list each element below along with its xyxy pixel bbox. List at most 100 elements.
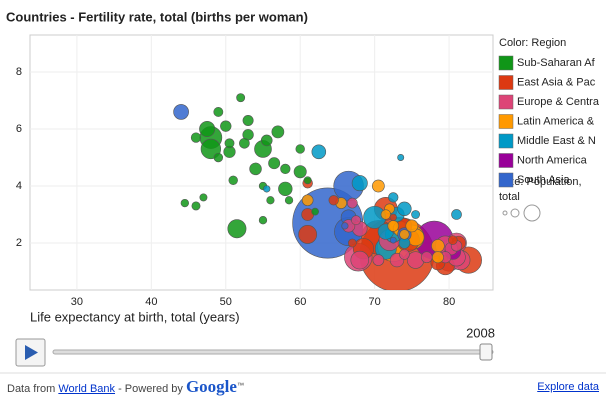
footer-text: - Powered by [118, 383, 183, 395]
legend-swatch [498, 114, 514, 129]
legend-label: North America [517, 154, 588, 166]
bubble [260, 134, 273, 147]
bubble [242, 114, 254, 126]
bubbles [173, 93, 482, 290]
bubble [263, 185, 271, 193]
bubble [191, 201, 201, 211]
bubble [350, 250, 370, 270]
x-tick-label: 70 [369, 296, 381, 308]
x-tick-label: 50 [220, 296, 232, 308]
bubble [298, 225, 318, 244]
bubble [420, 251, 433, 264]
bubble [239, 137, 250, 149]
bubble [295, 144, 305, 154]
bubble [278, 181, 293, 197]
bubble [199, 121, 216, 138]
bubble [224, 138, 235, 149]
bubble [258, 216, 268, 225]
size-legend-title: total [499, 191, 520, 203]
bubble [199, 193, 208, 202]
bubble [301, 194, 314, 207]
slider-thumb[interactable] [479, 343, 493, 361]
legend-swatch [498, 75, 514, 90]
bubble [448, 235, 458, 245]
bubble [280, 163, 291, 175]
y-tick-label: 8 [16, 66, 22, 78]
bubble [399, 229, 410, 240]
bubble [387, 220, 400, 232]
time-slider[interactable] [52, 349, 494, 355]
bubble [372, 179, 385, 193]
play-button[interactable] [15, 338, 46, 367]
bubble [411, 210, 420, 219]
bubble [406, 251, 425, 269]
year-label: 2008 [466, 325, 495, 340]
bubble [341, 222, 349, 230]
grid [30, 35, 493, 290]
bubble [372, 254, 385, 266]
bubble [451, 209, 462, 220]
bubble [213, 107, 224, 117]
bubble [236, 93, 246, 103]
legend-label: East Asia & Pac [517, 76, 596, 88]
legend-swatch [498, 133, 514, 149]
bubble [173, 104, 189, 120]
y-tick-label: 4 [16, 180, 22, 192]
trademark: ™ [236, 382, 244, 390]
brand-logo: Google [185, 377, 237, 396]
x-tick-label: 40 [145, 296, 157, 308]
bubble [303, 176, 312, 185]
legend-swatch [498, 94, 514, 110]
source-link[interactable]: World Bank [58, 383, 116, 395]
bubble [271, 125, 285, 139]
explore-link[interactable]: Explore data [537, 381, 599, 393]
bubble [284, 196, 294, 205]
bubble [328, 195, 339, 206]
bubble [180, 198, 189, 208]
footer: Data from World Bank - Powered by Google… [7, 377, 599, 401]
bubble [347, 238, 357, 248]
legend-label: Latin America & [517, 115, 595, 127]
bubble [227, 219, 247, 239]
bubble [388, 192, 399, 203]
x-tick-label: 30 [71, 296, 83, 308]
legend-label: Middle East & N [517, 135, 596, 147]
bubble [249, 162, 262, 176]
bubble [397, 201, 412, 216]
legend-label: Sub-Saharan Af [517, 57, 596, 69]
bubble [293, 165, 307, 179]
y-tick-label: 6 [16, 123, 22, 135]
bubble [311, 144, 327, 160]
bubble [213, 152, 224, 163]
bubble [347, 197, 358, 209]
x-axis-title: Life expectancy at birth, total (years) [30, 309, 240, 324]
size-legend [502, 204, 541, 222]
x-tick-label: 60 [294, 296, 306, 308]
bubble [380, 209, 391, 220]
bubble [397, 154, 405, 161]
chart: Countries - Fertility rate, total (birth… [0, 9, 606, 374]
legend-swatch [498, 153, 514, 168]
legend-swatch [498, 55, 514, 71]
bubble [405, 219, 419, 233]
bubble [389, 213, 397, 221]
bubble [228, 175, 238, 186]
bubble [431, 251, 444, 264]
size-legend-title: Size: Population, [499, 176, 582, 188]
bubble [190, 132, 202, 143]
bubble [266, 196, 275, 205]
bubble [351, 175, 368, 192]
chart-title: Countries - Fertility rate, total (birth… [6, 9, 308, 24]
bubble [399, 249, 410, 260]
legend-title: Color: Region [499, 37, 566, 49]
bubble [389, 236, 397, 244]
bubble [431, 239, 445, 253]
x-tick-label: 80 [443, 296, 455, 308]
bubble [351, 215, 361, 226]
y-tick-label: 2 [16, 237, 22, 249]
bubble [220, 120, 232, 132]
footer-text: Data from [7, 383, 56, 395]
legend-label: Europe & Centra [517, 96, 600, 108]
bubble [268, 157, 281, 170]
